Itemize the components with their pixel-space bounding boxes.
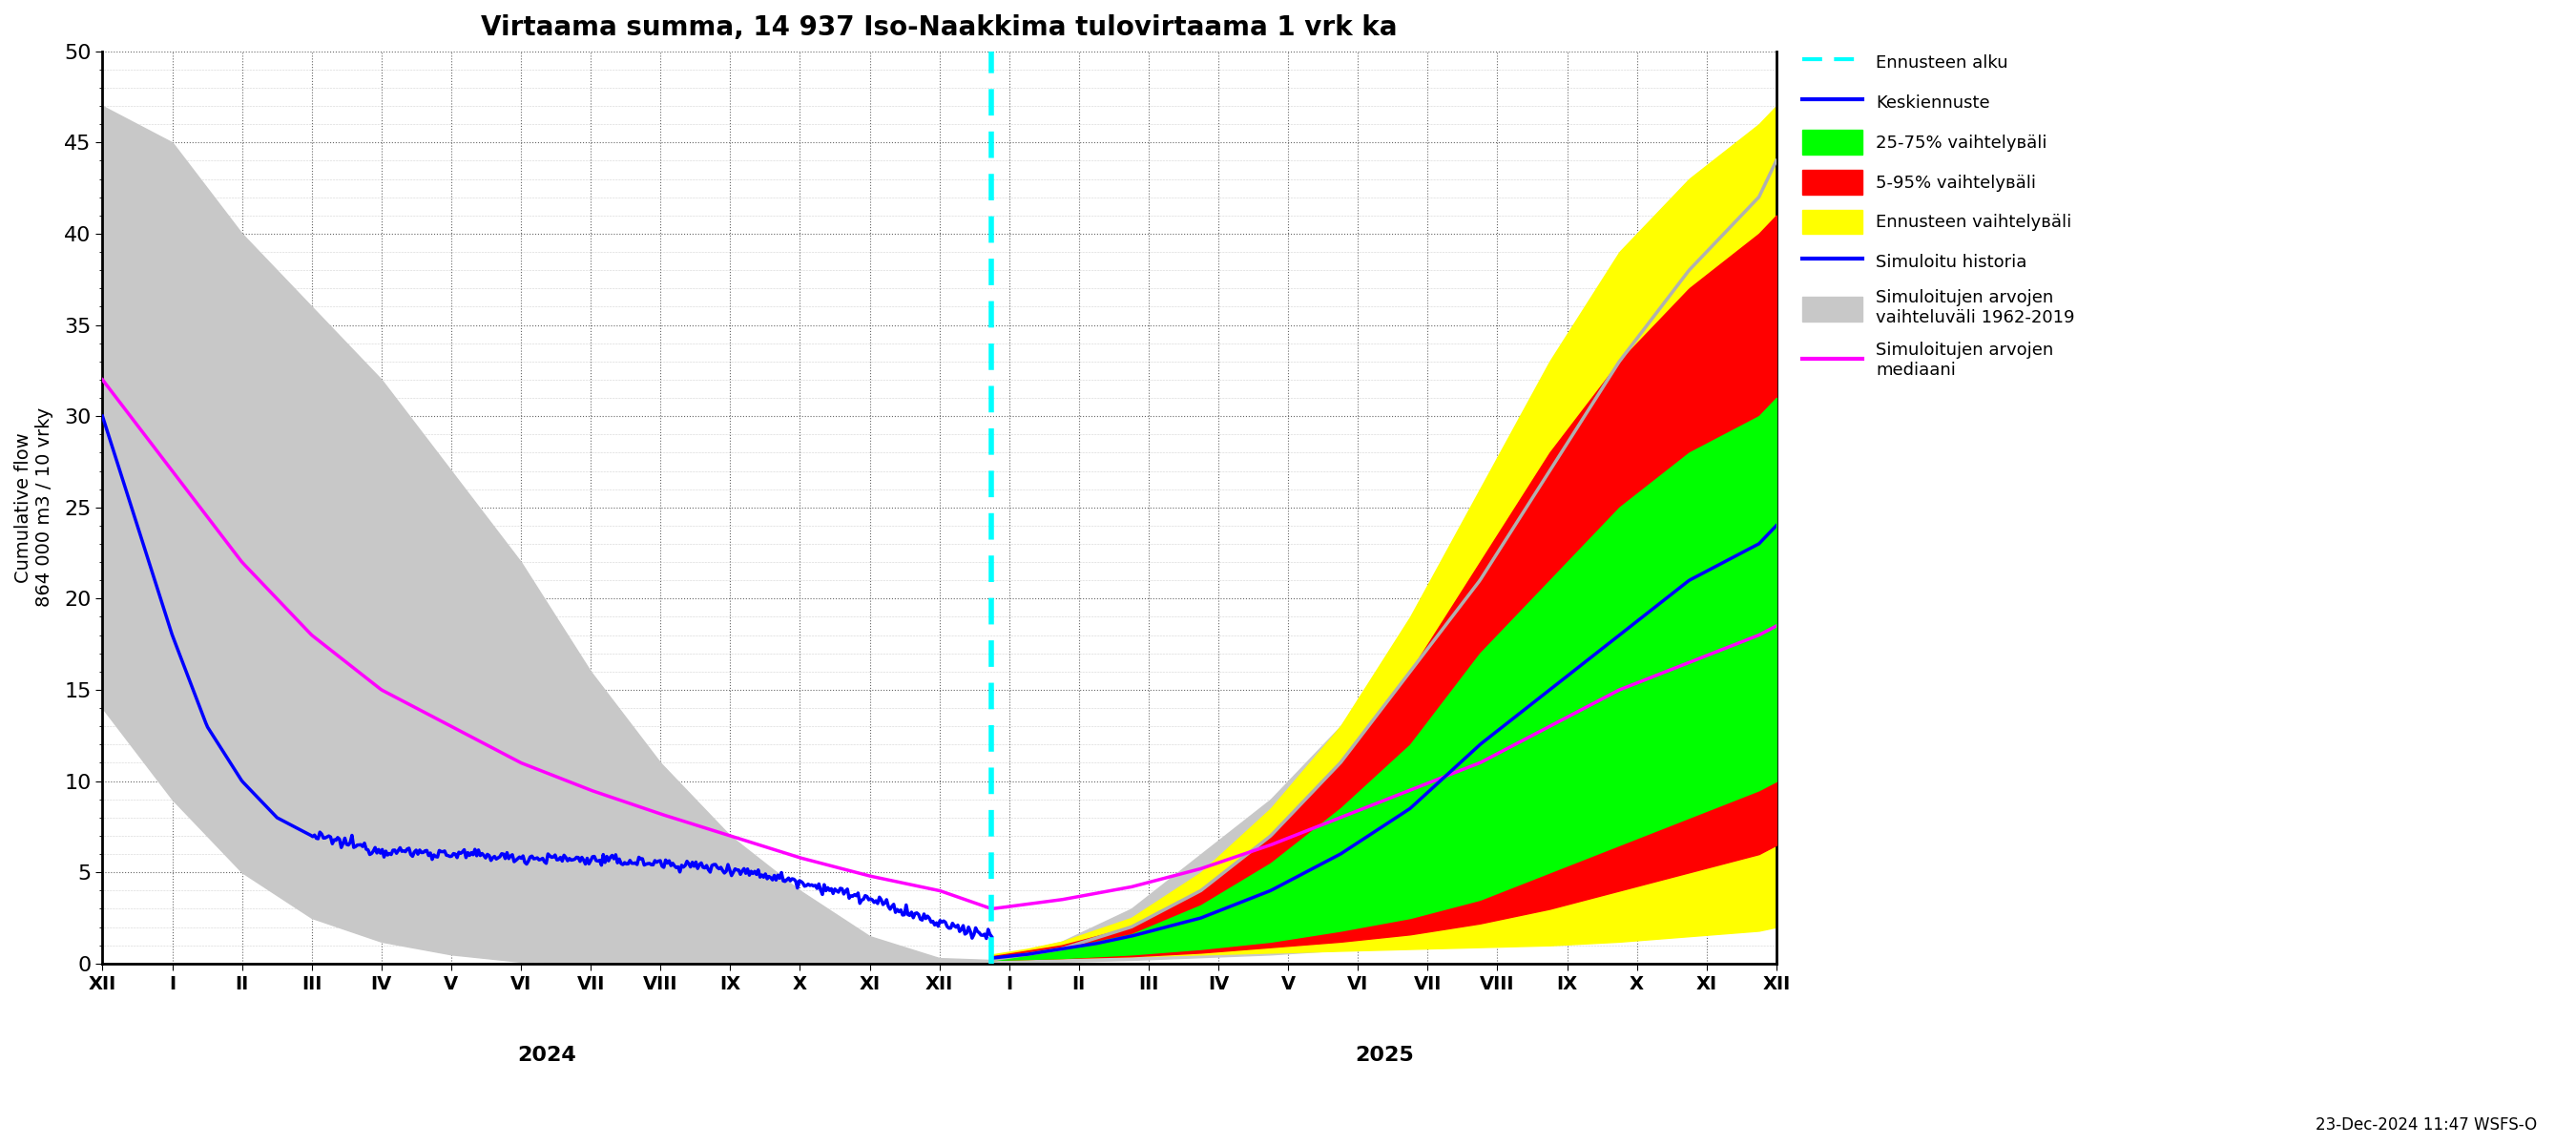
Y-axis label: Cumulative flow
864 000 m3 / 10 vrky: Cumulative flow 864 000 m3 / 10 vrky xyxy=(15,408,54,607)
Title: Virtaama summa, 14 937 Iso-Naakkima tulovirtaama 1 vrk ka: Virtaama summa, 14 937 Iso-Naakkima tulo… xyxy=(482,14,1399,41)
Text: 2024: 2024 xyxy=(518,1045,577,1065)
Text: 23-Dec-2024 11:47 WSFS-O: 23-Dec-2024 11:47 WSFS-O xyxy=(2316,1116,2537,1134)
Text: 2025: 2025 xyxy=(1355,1045,1414,1065)
Legend: Ennusteen alku, Keskiennuste, 25-75% vaihtelувäli, 5-95% vaihtelувäli, Ennusteen: Ennusteen alku, Keskiennuste, 25-75% vai… xyxy=(1793,41,2084,388)
